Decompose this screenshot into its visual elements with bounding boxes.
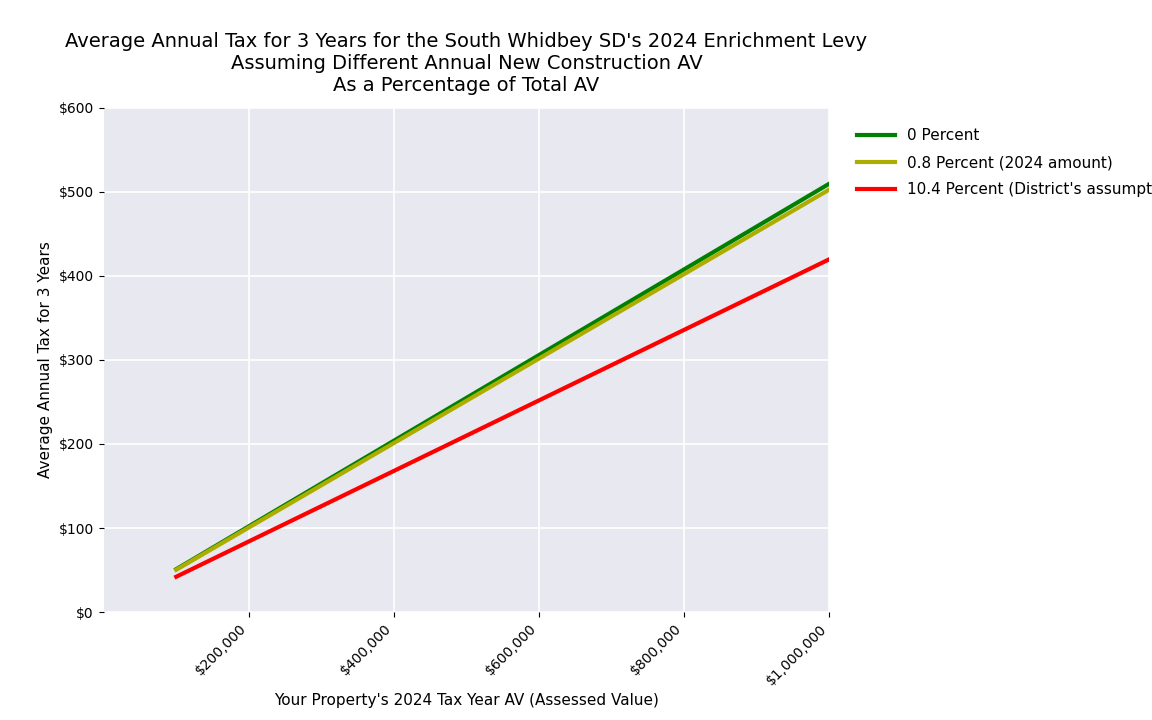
10.4 Percent (District's assumption) [523, 400, 537, 409]
Title: Average Annual Tax for 3 Years for the South Whidbey SD's 2024 Enrichment Levy
A: Average Annual Tax for 3 Years for the S… [66, 32, 867, 95]
10.4 Percent (District's assumption) [484, 420, 498, 428]
10.4 Percent (District's assumption) [169, 572, 183, 581]
0.8 Percent (2024 amount) [484, 382, 498, 391]
10.4 Percent (District's assumption) [705, 312, 719, 321]
0.8 Percent (2024 amount) [558, 339, 571, 348]
0.8 Percent (2024 amount) [523, 360, 537, 369]
0.8 Percent (2024 amount) [705, 253, 719, 262]
0 Percent [806, 189, 820, 197]
0 Percent [169, 564, 183, 573]
10.4 Percent (District's assumption) [823, 255, 836, 264]
0 Percent [484, 379, 498, 388]
0.8 Percent (2024 amount) [823, 185, 836, 194]
Line: 0 Percent: 0 Percent [176, 184, 829, 569]
0.8 Percent (2024 amount) [479, 384, 493, 393]
0.8 Percent (2024 amount) [169, 565, 183, 574]
X-axis label: Your Property's 2024 Tax Year AV (Assessed Value): Your Property's 2024 Tax Year AV (Assess… [274, 693, 659, 708]
10.4 Percent (District's assumption) [479, 422, 493, 431]
Line: 0.8 Percent (2024 amount): 0.8 Percent (2024 amount) [176, 189, 829, 570]
Y-axis label: Average Annual Tax for 3 Years: Average Annual Tax for 3 Years [38, 242, 53, 478]
Legend: 0 Percent, 0.8 Percent (2024 amount), 10.4 Percent (District's assumption): 0 Percent, 0.8 Percent (2024 amount), 10… [844, 116, 1152, 210]
0 Percent [558, 336, 571, 344]
10.4 Percent (District's assumption) [558, 384, 571, 392]
Line: 10.4 Percent (District's assumption): 10.4 Percent (District's assumption) [176, 259, 829, 577]
0 Percent [523, 356, 537, 365]
0.8 Percent (2024 amount) [806, 194, 820, 203]
0 Percent [479, 382, 493, 390]
0 Percent [705, 249, 719, 258]
10.4 Percent (District's assumption) [806, 263, 820, 271]
0 Percent [823, 179, 836, 188]
